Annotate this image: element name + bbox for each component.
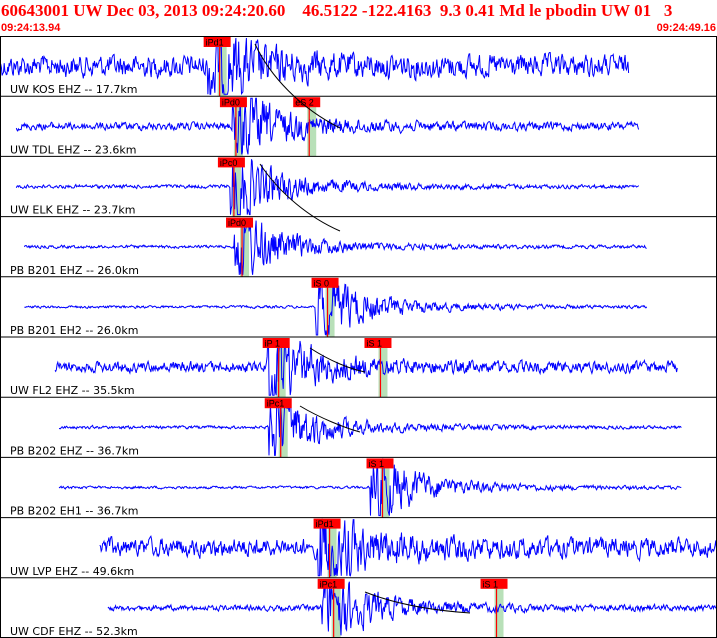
pick-label: iPd0 (228, 218, 246, 228)
pick-window (325, 282, 335, 337)
pick-marker (226, 217, 254, 228)
pick-label: iPd1 (316, 519, 334, 529)
pick-marker (262, 338, 290, 348)
seismogram-panel: iPd1 UW KOS EHZ -- 17.7km iPd0 eS 2 UW TDL E… (0, 36, 717, 638)
pick-window (240, 222, 250, 277)
trace-row: iS 0 PB B201 EH2 -- 26.0km (0, 277, 717, 338)
trace-row: iP 1 iS 1 UW FL2 EHZ -- 35.5km (0, 338, 717, 398)
pick-label: iPc0 (220, 158, 238, 168)
pick-label: iPd1 (206, 38, 224, 48)
trace-row: iPc1 iS 1 UW CDF EHZ -- 52.3km (0, 578, 717, 638)
theoretical-arrival-curve (309, 347, 366, 373)
header-bar: 60643001 UW Dec 03, 2013 09:24:20.60 46.… (0, 0, 717, 36)
station-label: PB B202 EH1 -- 36.7km (10, 505, 138, 518)
station-label: PB B202 EHZ -- 36.7km (10, 444, 139, 457)
pick-label: iS 0 (314, 278, 330, 288)
pick-marker (311, 277, 339, 288)
pick-marker (480, 578, 508, 589)
start-time-label: 09:24:13.94 (1, 22, 61, 34)
waveform (107, 579, 717, 636)
pick-window (307, 102, 317, 157)
pick-marker (203, 37, 231, 47)
trace-row: iPd0 eS 2 UW TDL EHZ -- 23.6km (0, 97, 717, 157)
end-time-label: 09:24:49.16 (656, 22, 716, 34)
pick-marker (219, 97, 247, 108)
waveform (15, 97, 640, 155)
theoretical-arrival-curve (254, 43, 341, 129)
pick-marker (217, 157, 245, 168)
station-label: UW FL2 EHZ -- 35.5km (10, 384, 135, 397)
trace-row: iPd1 UW LVP EHZ -- 49.6km (0, 518, 717, 579)
station-label: PB B201 EH2 -- 26.0km (10, 324, 138, 337)
trace-row: iPc1 PB B202 EHZ -- 36.7km (0, 398, 717, 458)
event-title: 60643001 UW Dec 03, 2013 09:24:20.60 46.… (1, 1, 673, 20)
pick-marker (364, 338, 392, 348)
trace-row: iPd1 UW KOS EHZ -- 17.7km (0, 37, 717, 97)
theoretical-arrival-curve (259, 163, 341, 232)
trace-row: iS 1 PB B202 EH1 -- 36.7km (0, 457, 717, 519)
pick-window (494, 583, 504, 638)
waveform (23, 218, 647, 275)
pick-label: iS 1 (366, 339, 382, 349)
pick-marker (317, 578, 345, 589)
waveform (58, 399, 682, 456)
station-label: UW CDF EHZ -- 52.3km (10, 625, 138, 638)
waveform (58, 457, 682, 517)
pick-label: iP 1 (265, 339, 280, 349)
trace-row: iPc0 UW ELK EHZ -- 23.7km (0, 157, 717, 218)
pick-marker (264, 398, 292, 409)
pick-label: iPc1 (267, 399, 285, 409)
station-label: UW LVP EHZ -- 49.6km (10, 565, 134, 578)
pick-label: iPd0 (222, 98, 240, 108)
waveform (24, 278, 648, 336)
pick-window (380, 463, 390, 518)
pick-marker (293, 97, 321, 108)
pick-window (331, 583, 341, 638)
waveform (99, 518, 717, 577)
waveform (0, 37, 630, 96)
theoretical-arrival-curve (364, 591, 471, 614)
theoretical-arrival-curve (299, 405, 361, 433)
pick-label: iPc1 (320, 579, 338, 589)
pick-marker (366, 458, 394, 469)
pick-label: iS 1 (483, 579, 499, 589)
station-label: UW KOS EHZ -- 17.7km (10, 83, 137, 96)
station-label: UW ELK EHZ -- 23.7km (10, 204, 135, 217)
station-label: UW TDL EHZ -- 23.6km (10, 143, 137, 156)
pick-label: eS 2 (295, 98, 314, 108)
trace-row: iPd0 PB B201 EHZ -- 26.0km (0, 217, 717, 278)
pick-label: iS 1 (369, 459, 385, 469)
pick-marker (313, 518, 341, 529)
waveform (54, 338, 678, 396)
waveform (15, 159, 640, 216)
station-label: PB B201 EHZ -- 26.0km (10, 264, 139, 277)
